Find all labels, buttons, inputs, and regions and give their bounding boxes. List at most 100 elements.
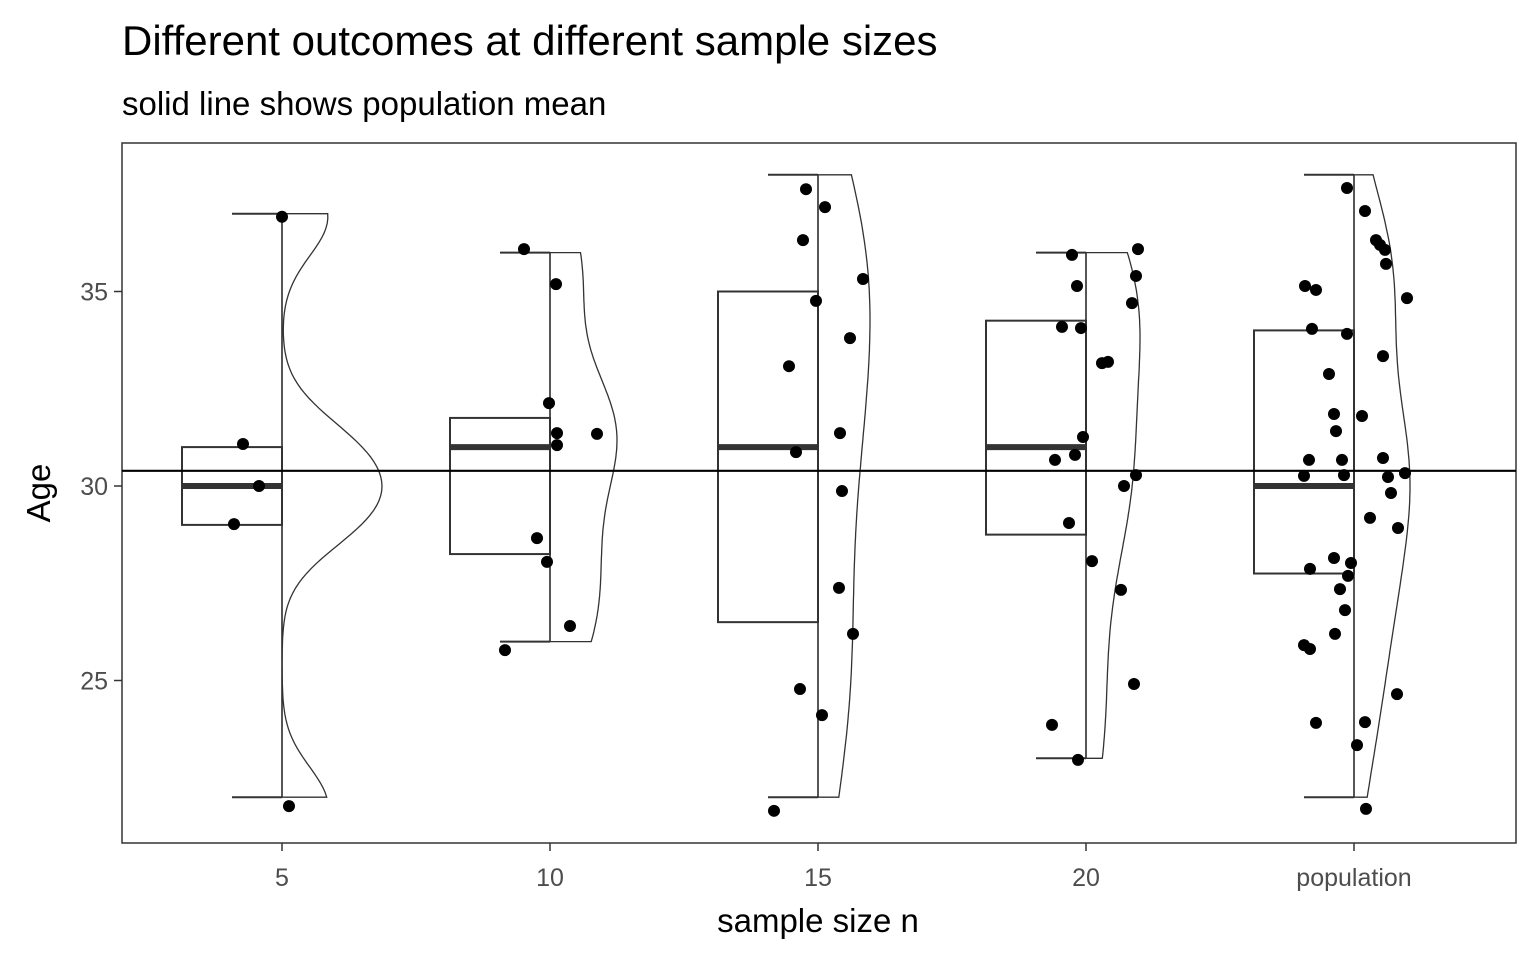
- violin-half: [1353, 174, 1411, 798]
- data-point: [1130, 469, 1142, 482]
- violin-half: [549, 251, 618, 643]
- data-point: [1401, 292, 1413, 305]
- data-point: [1360, 802, 1372, 815]
- data-point: [1392, 522, 1404, 535]
- data-point: [1072, 753, 1084, 766]
- data-point: [1328, 551, 1340, 564]
- data-point: [790, 446, 802, 459]
- data-point: [551, 439, 563, 452]
- data-point: [1391, 688, 1403, 701]
- data-point: [550, 278, 562, 291]
- data-point: [1299, 280, 1311, 293]
- data-point: [810, 294, 822, 307]
- chart-subtitle: solid line shows population mean: [122, 85, 606, 122]
- y-tick-label: 30: [80, 473, 108, 501]
- data-point: [833, 581, 845, 594]
- data-point: [847, 627, 859, 640]
- data-point: [1126, 297, 1138, 310]
- data-point: [1345, 557, 1357, 570]
- data-point: [800, 183, 812, 196]
- data-point: [1306, 322, 1318, 335]
- data-point: [1377, 451, 1389, 464]
- data-point: [1334, 583, 1346, 596]
- data-point: [531, 532, 543, 545]
- data-point: [819, 201, 831, 214]
- data-point: [1310, 283, 1322, 296]
- data-point: [1075, 322, 1087, 335]
- data-point: [1359, 204, 1371, 217]
- data-point: [1341, 327, 1353, 340]
- x-tick-label: population: [1296, 864, 1411, 892]
- data-point: [1304, 562, 1316, 575]
- data-point: [1380, 257, 1392, 270]
- data-point: [1066, 248, 1078, 261]
- data-point: [1310, 716, 1322, 729]
- data-point: [1351, 739, 1363, 752]
- data-point: [1046, 718, 1058, 731]
- x-tick-label: 5: [275, 864, 289, 892]
- data-point: [768, 804, 780, 817]
- data-point: [1049, 453, 1061, 466]
- data-point: [1128, 678, 1140, 691]
- data-point: [591, 427, 603, 440]
- x-tick-label: 15: [804, 864, 832, 892]
- data-point: [1298, 469, 1310, 482]
- data-point: [551, 427, 563, 440]
- data-point: [1118, 480, 1130, 492]
- data-point: [783, 360, 795, 373]
- data-point: [1385, 487, 1397, 500]
- data-point: [1379, 243, 1391, 256]
- data-point: [1069, 448, 1081, 461]
- data-point: [1086, 555, 1098, 568]
- data-point: [1132, 243, 1144, 256]
- box: [449, 416, 551, 556]
- data-point: [564, 620, 576, 633]
- data-point: [276, 210, 288, 223]
- data-point: [836, 485, 848, 498]
- data-point: [1382, 471, 1394, 484]
- data-point: [1323, 367, 1335, 380]
- y-axis-title: Age: [20, 464, 57, 523]
- data-point: [1364, 511, 1376, 524]
- x-axis-title: sample size n: [717, 902, 919, 939]
- data-point: [1338, 469, 1350, 482]
- data-point: [1339, 604, 1351, 617]
- data-point: [543, 397, 555, 410]
- x-tick-label: 10: [536, 864, 564, 892]
- data-point: [518, 243, 530, 256]
- data-point: [237, 437, 249, 450]
- data-point: [541, 555, 553, 568]
- data-point: [794, 683, 806, 696]
- data-point: [1071, 280, 1083, 293]
- data-point: [844, 332, 856, 345]
- x-tick-label: 20: [1072, 864, 1100, 892]
- data-point: [1328, 408, 1340, 421]
- data-point: [283, 800, 295, 813]
- data-point: [253, 480, 265, 492]
- data-point: [834, 427, 846, 440]
- box: [985, 319, 1087, 536]
- box: [1253, 329, 1355, 575]
- data-point: [228, 518, 240, 531]
- data-point: [1063, 516, 1075, 529]
- y-tick-label: 25: [80, 668, 108, 696]
- y-tick-label: 35: [80, 279, 108, 307]
- data-point: [1329, 627, 1341, 640]
- chart-title: Different outcomes at different sample s…: [122, 17, 938, 64]
- data-point: [1115, 583, 1127, 596]
- data-point: [1102, 355, 1114, 368]
- data-point: [1303, 453, 1315, 466]
- violin-half: [281, 213, 383, 798]
- data-point: [1077, 430, 1089, 443]
- data-point: [1056, 320, 1068, 333]
- data-point: [499, 644, 511, 657]
- data-point: [857, 273, 869, 286]
- data-point: [816, 709, 828, 722]
- data-point: [1399, 467, 1411, 480]
- data-point: [797, 234, 809, 247]
- data-point: [1377, 350, 1389, 363]
- violin-half: [1085, 251, 1141, 759]
- data-point: [1359, 716, 1371, 729]
- data-point: [1130, 269, 1142, 282]
